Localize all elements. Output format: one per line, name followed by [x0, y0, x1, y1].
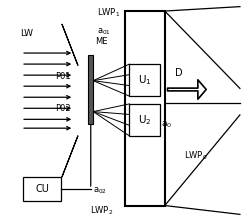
Bar [130, 104, 160, 136]
Text: CU: CU [35, 184, 49, 194]
Text: ME: ME [95, 37, 108, 46]
Bar [130, 64, 160, 96]
Bar [88, 55, 93, 124]
Text: U$_1$: U$_1$ [138, 73, 152, 87]
Text: LWP$_2$: LWP$_2$ [90, 204, 114, 217]
Text: a$_0$: a$_0$ [162, 120, 173, 130]
Text: LWP$_0$: LWP$_0$ [184, 150, 208, 162]
Text: P02: P02 [55, 104, 71, 113]
Text: U$_2$: U$_2$ [138, 113, 152, 127]
Text: D: D [175, 69, 182, 78]
Text: a$_{02}$: a$_{02}$ [93, 186, 107, 196]
Text: LWP$_1$: LWP$_1$ [97, 7, 120, 19]
Text: LW: LW [20, 29, 33, 38]
Bar [23, 177, 61, 201]
Bar [125, 11, 165, 206]
Text: P01: P01 [55, 72, 71, 81]
Text: a$_{01}$: a$_{01}$ [98, 27, 112, 37]
